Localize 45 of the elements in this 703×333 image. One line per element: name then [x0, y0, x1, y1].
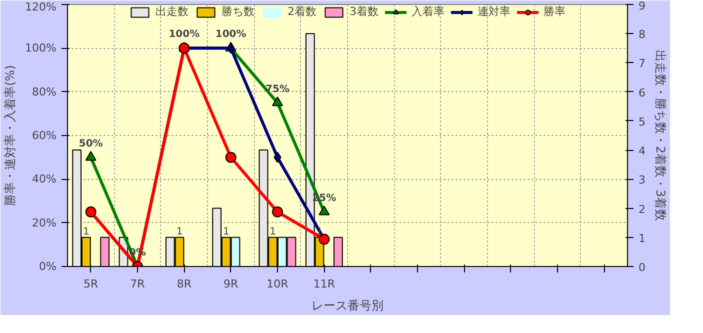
legend-label: 3着数: [350, 4, 378, 19]
y2-tick-label: 6: [638, 86, 646, 100]
point: [272, 96, 283, 106]
legend-label: 入着率: [412, 4, 444, 19]
point: [85, 151, 96, 161]
y-tick-label: 0%: [39, 260, 56, 273]
data-label: 100%: [215, 29, 246, 40]
y-axis-title: 勝率・連対率・入着率(%): [3, 65, 18, 206]
point: [318, 206, 330, 216]
y2-tick-label: 7: [638, 57, 646, 70]
y-tick-label: 100%: [25, 42, 57, 55]
y2-tick-label: 2: [638, 202, 646, 216]
data-label: 100%: [168, 29, 200, 40]
x-tick-label: 5R: [84, 278, 99, 290]
data-label: 1: [222, 226, 230, 238]
legend-label: 2着数: [288, 4, 316, 19]
y-tick-label: 60%: [32, 129, 57, 142]
x-axis-title: レース番号別: [312, 298, 384, 312]
point: [225, 152, 236, 163]
data-label: 1: [270, 226, 276, 238]
y2-axis-title: 出走数・勝ち数・2着数・3着数: [654, 50, 668, 222]
legend-label: 連対率: [478, 4, 510, 19]
y2-tick-label: 5: [638, 115, 646, 128]
x-tick-label: 10R: [266, 278, 289, 290]
data-label: 1: [82, 226, 90, 238]
y2-tick-label: 1: [638, 232, 646, 245]
legend-label: 勝ち数: [222, 4, 254, 19]
y2-tick-label: 4: [638, 144, 646, 158]
y2-tick-label: 8: [638, 28, 646, 42]
y2-tick-label: 9: [638, 0, 646, 12]
data-label: 50%: [78, 138, 103, 150]
y2-tick-label: 0: [638, 261, 646, 274]
y-tick-label: 40%: [32, 172, 57, 186]
point: [272, 206, 283, 218]
legend-label: 勝率: [544, 4, 566, 19]
y-tick-label: 120%: [25, 0, 57, 14]
data-label: 1: [176, 226, 183, 238]
x-tick-label: 11R: [313, 278, 336, 290]
y-tick-label: 20%: [32, 216, 57, 230]
y2-tick-label: 3: [638, 174, 646, 187]
y-tick-label: 80%: [32, 85, 57, 98]
legend-label: 出走数: [156, 4, 188, 19]
x-tick-label: 7R: [130, 278, 146, 290]
x-tick-label: 9R: [224, 278, 239, 290]
x-tick-label: 8R: [176, 278, 192, 290]
